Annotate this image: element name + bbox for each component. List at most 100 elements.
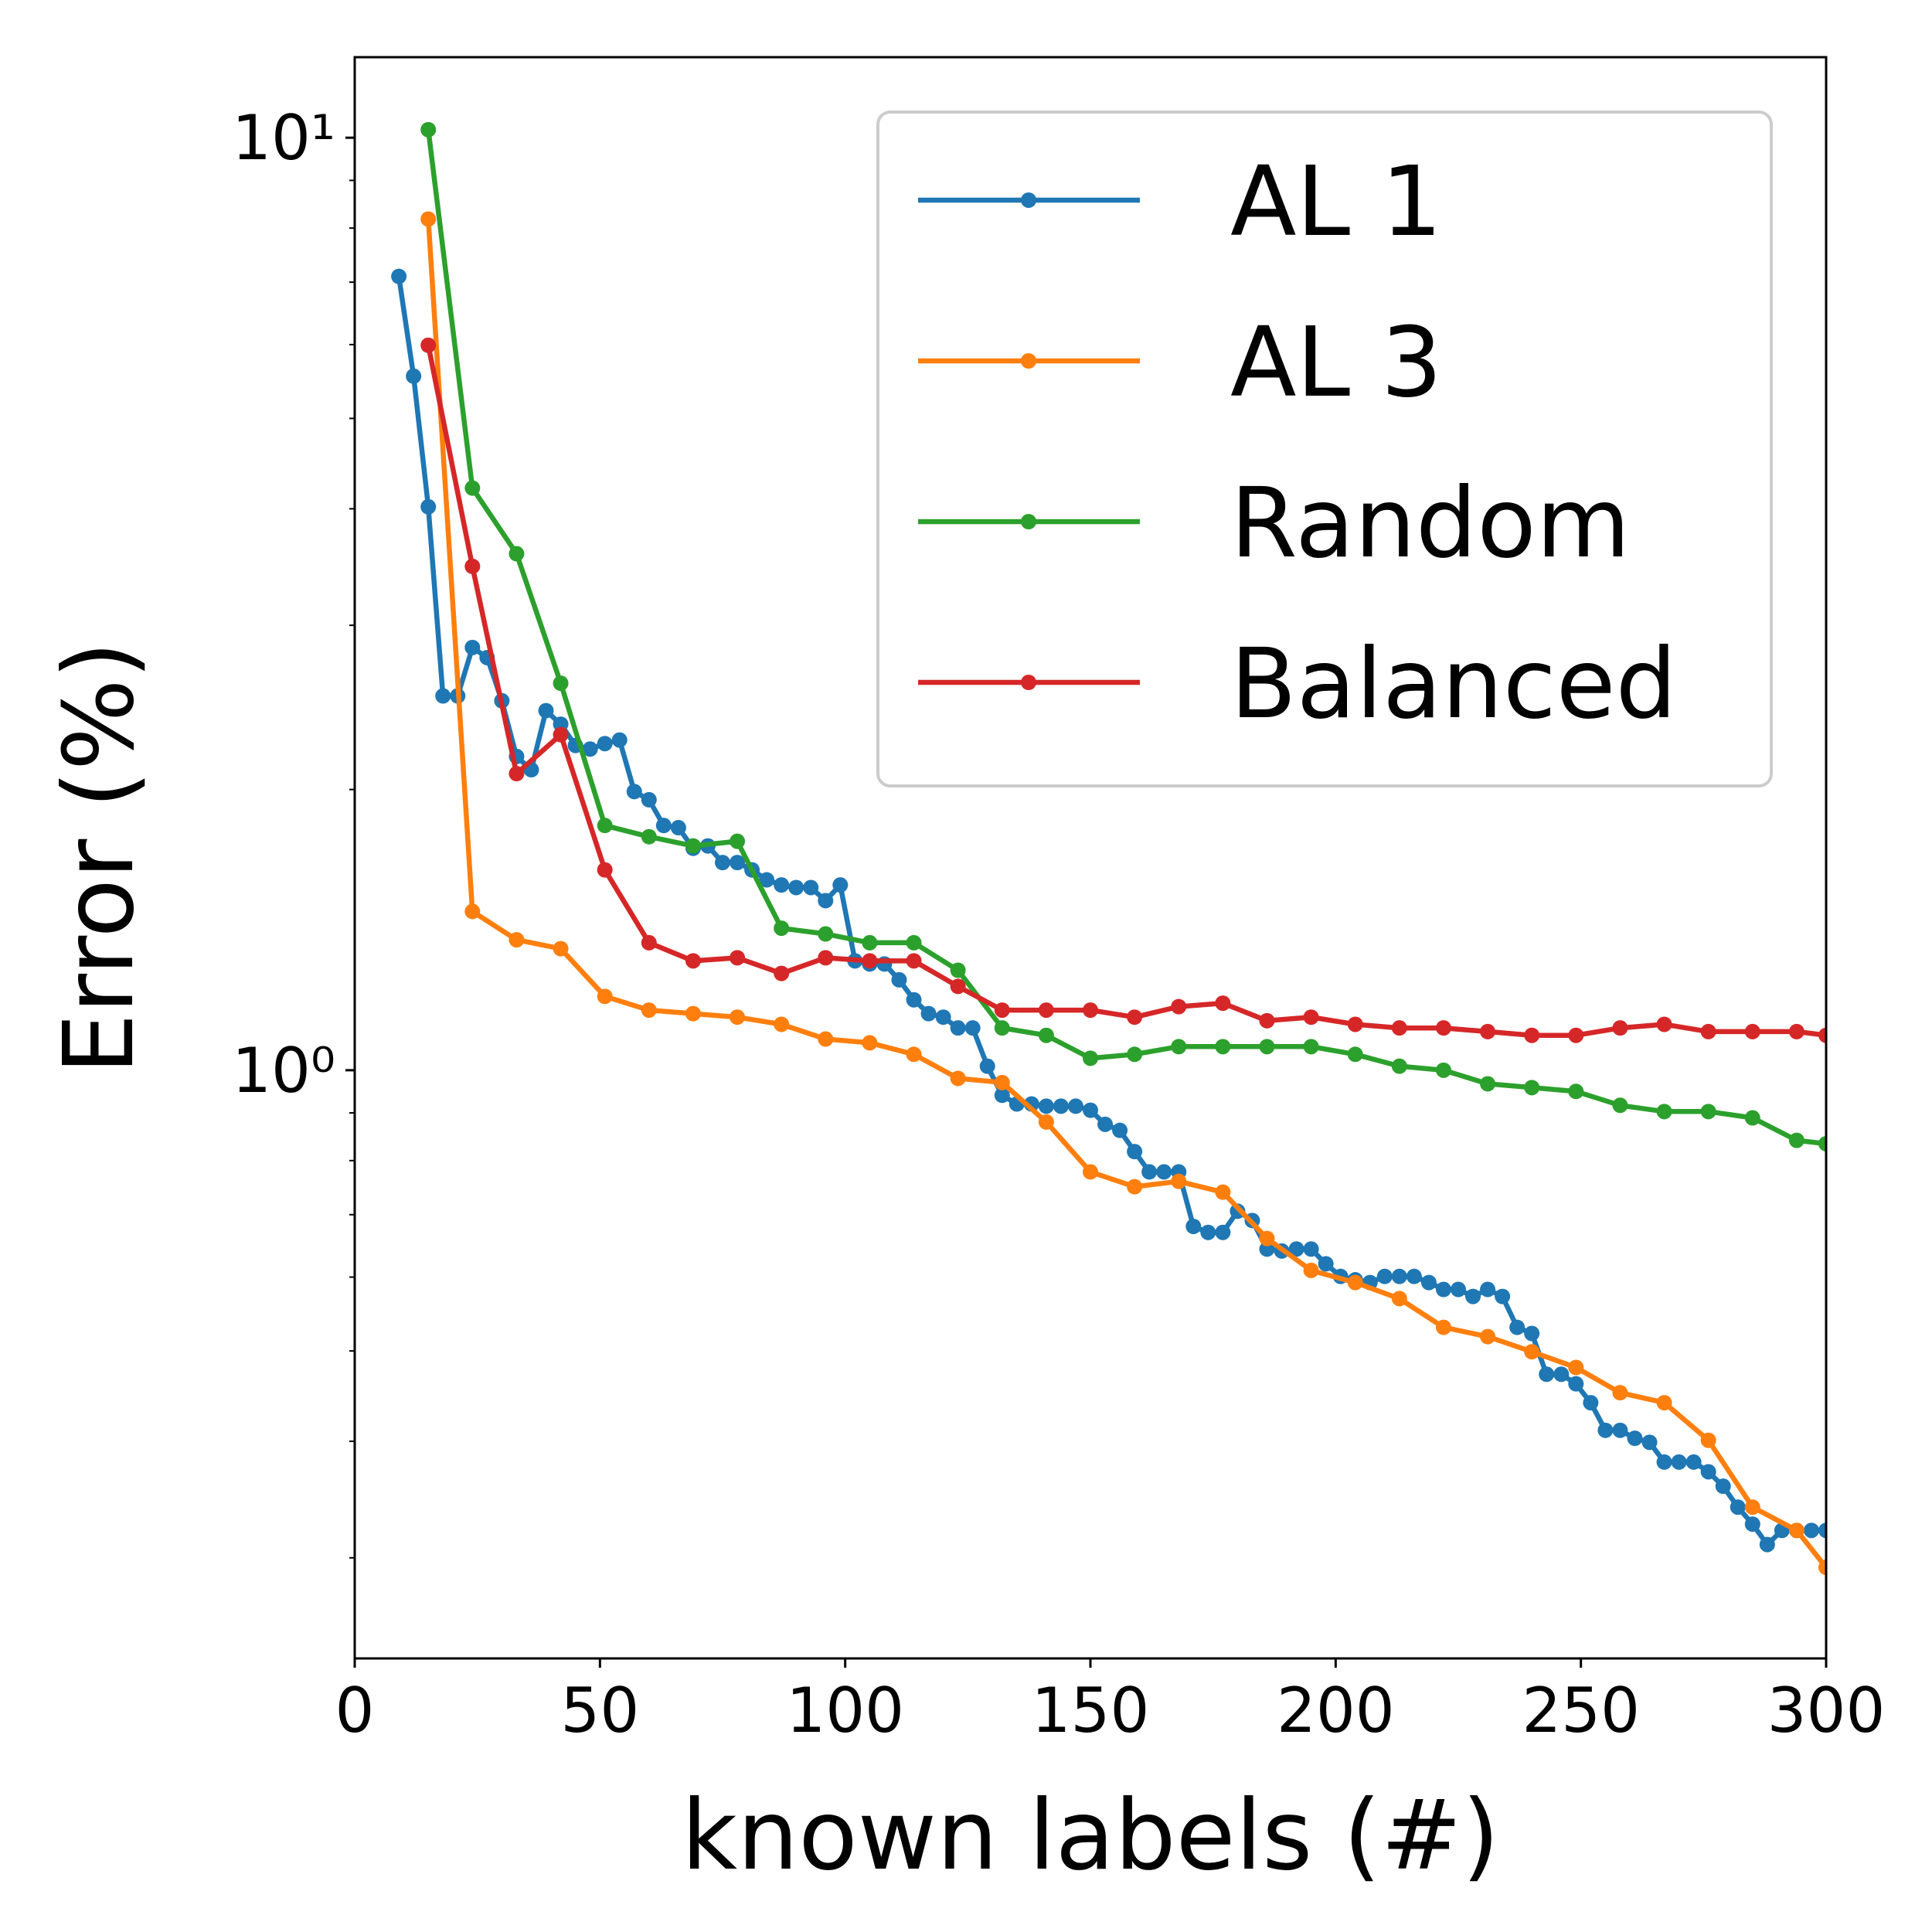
series-marker: [670, 820, 686, 836]
series-marker: [1215, 995, 1231, 1012]
series-marker: [730, 855, 746, 871]
series-marker: [1744, 1110, 1760, 1126]
series-marker: [1435, 1020, 1451, 1036]
legend-label: Balanced: [1230, 628, 1677, 740]
x-axis-label: known labels (#): [682, 1780, 1500, 1892]
series-marker: [715, 855, 730, 871]
series-marker: [1435, 1319, 1451, 1335]
series-marker: [1700, 1432, 1716, 1448]
series-marker: [1200, 1224, 1216, 1240]
series-marker: [891, 971, 907, 988]
series-marker: [1215, 1184, 1231, 1200]
series-marker: [730, 1009, 746, 1026]
series-marker: [1700, 1104, 1716, 1120]
series-marker: [420, 211, 437, 227]
series-marker: [1568, 1376, 1584, 1392]
x-tick-label: 200: [1277, 1675, 1395, 1747]
x-tick-label: 250: [1522, 1675, 1640, 1747]
series-marker: [1127, 1144, 1143, 1160]
series-marker: [994, 1020, 1010, 1036]
series-marker: [1406, 1268, 1422, 1284]
series-marker: [803, 879, 819, 896]
series-marker: [1759, 1536, 1775, 1553]
series-marker: [1818, 1522, 1826, 1539]
series-marker: [1788, 1132, 1804, 1148]
series-marker: [994, 1002, 1010, 1019]
series-marker: [774, 1016, 790, 1032]
series-marker: [1583, 1395, 1599, 1411]
series-marker: [1185, 1218, 1202, 1234]
series-marker: [730, 950, 746, 966]
series-marker: [1818, 1560, 1826, 1576]
series-marker: [906, 1046, 922, 1063]
series-marker: [1303, 1241, 1319, 1257]
series-marker: [1318, 1256, 1334, 1272]
series-marker: [1083, 1102, 1098, 1118]
x-tick-label: 300: [1767, 1675, 1886, 1747]
series-marker: [774, 877, 790, 893]
series-marker: [1744, 1023, 1760, 1039]
series-marker: [1303, 1262, 1319, 1278]
series-marker: [994, 1087, 1010, 1104]
series-marker: [553, 940, 569, 957]
series-marker: [509, 932, 525, 948]
series-marker: [730, 833, 746, 849]
legend-marker: [1021, 353, 1036, 369]
series-marker: [1083, 1050, 1098, 1066]
series-marker: [406, 368, 422, 384]
series-marker: [818, 893, 834, 909]
series-marker: [1156, 1164, 1172, 1180]
series-marker: [1053, 1098, 1069, 1114]
series-marker: [862, 953, 878, 969]
series-marker: [597, 736, 613, 752]
series-marker: [1067, 1098, 1083, 1114]
series-marker: [1112, 1122, 1128, 1138]
series-marker: [1612, 1097, 1628, 1114]
series-marker: [1656, 1395, 1672, 1411]
series-marker: [1347, 1016, 1363, 1032]
series-marker: [597, 988, 613, 1005]
y-axis-label: Error (%): [43, 641, 155, 1075]
series-marker: [420, 498, 437, 515]
plot-area: [391, 121, 1826, 1576]
y-tick-label: 10¹: [232, 102, 335, 174]
x-tick-label: 100: [786, 1675, 904, 1747]
series-marker: [464, 639, 481, 655]
series-marker: [1788, 1522, 1804, 1539]
series-marker: [920, 1005, 937, 1022]
legend-box: [876, 111, 1773, 787]
series-marker: [1038, 1002, 1054, 1019]
series-marker: [774, 965, 790, 981]
legend-label: AL 3: [1230, 307, 1442, 419]
legend-marker: [1021, 514, 1036, 529]
series-marker: [611, 732, 628, 748]
series-marker: [1127, 1046, 1143, 1063]
series-marker: [1288, 1241, 1304, 1257]
series-marker: [1818, 1027, 1826, 1043]
series-marker: [553, 675, 569, 692]
series-marker: [906, 953, 922, 969]
series-marker: [420, 337, 437, 353]
series-marker: [1391, 1291, 1407, 1307]
series-marker: [626, 784, 642, 800]
series-marker: [1641, 1434, 1658, 1451]
legend-label: Random: [1230, 468, 1631, 580]
series-marker: [1083, 1002, 1098, 1019]
series-marker: [1038, 1027, 1054, 1043]
series-marker: [1744, 1516, 1760, 1532]
series-marker: [1730, 1499, 1746, 1515]
series-marker: [1480, 1281, 1496, 1298]
series-marker: [1480, 1076, 1496, 1092]
series-marker: [685, 1005, 701, 1022]
series-marker: [1127, 1179, 1143, 1195]
series-marker: [464, 480, 481, 496]
series-marker: [1171, 1039, 1187, 1055]
series-marker: [464, 558, 481, 574]
series-marker: [1391, 1268, 1407, 1284]
series-marker: [1656, 1454, 1672, 1470]
series-marker: [1627, 1430, 1643, 1447]
series-marker: [862, 934, 878, 951]
series-marker: [641, 791, 657, 808]
series-marker: [1568, 1359, 1584, 1376]
